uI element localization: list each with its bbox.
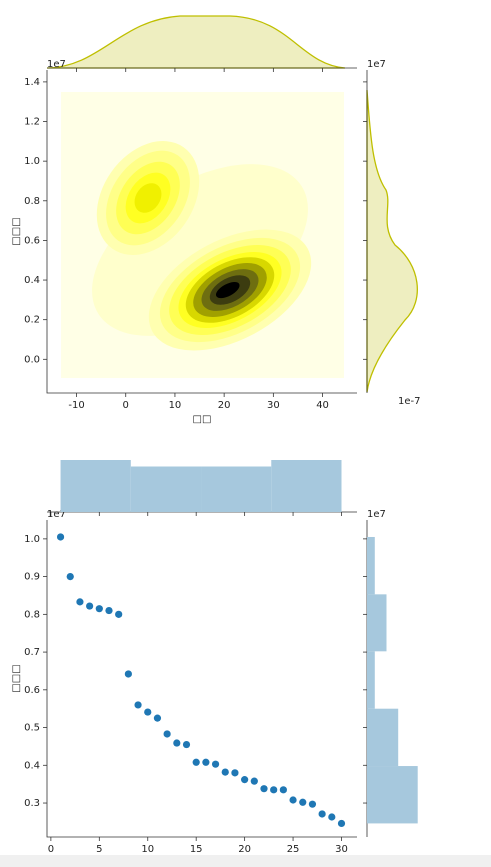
kde-density — [46, 15, 418, 393]
right-offset-label: 1e7 — [367, 509, 386, 520]
x-tick-label: 20 — [238, 844, 251, 855]
x-hist-bar — [60, 460, 131, 512]
x-tick-label: 10 — [141, 844, 154, 855]
point — [163, 730, 171, 738]
x-tick-label: 0 — [48, 844, 54, 855]
x-hist-bar — [201, 466, 272, 512]
y-tick-label: 1.4 — [24, 77, 40, 88]
point — [86, 602, 94, 610]
point — [337, 819, 346, 828]
point — [134, 701, 142, 709]
y-offset-label: 1e7 — [47, 509, 66, 520]
y-tick-label: 0.2 — [24, 315, 40, 326]
point — [328, 813, 336, 821]
point — [76, 598, 84, 606]
point — [66, 573, 74, 581]
y-axis-label: □□□ — [11, 217, 22, 245]
x-tick-label: 20 — [218, 400, 231, 411]
point — [231, 769, 239, 777]
point — [192, 758, 200, 766]
point — [153, 714, 162, 722]
y-hist-bar — [367, 651, 375, 709]
y-hist-bar — [367, 594, 387, 652]
x-axis-label: □□ — [193, 414, 212, 425]
x-tick-label: 0 — [123, 400, 129, 411]
y-tick-label: 0.5 — [24, 723, 40, 734]
x-tick-label: 30 — [267, 400, 280, 411]
right-kde — [366, 89, 418, 393]
y-hist-bar — [367, 536, 375, 595]
point — [56, 533, 65, 541]
point — [202, 758, 210, 766]
x-tick-label: 5 — [96, 844, 102, 855]
y-hist-bar — [367, 708, 399, 767]
x-tick-label: 25 — [287, 844, 300, 855]
point — [115, 610, 123, 618]
y-tick-label: 0.9 — [24, 572, 40, 583]
point — [279, 786, 287, 794]
x-hist-bar — [271, 460, 342, 512]
y-hist-bar — [367, 766, 418, 824]
point — [289, 796, 297, 804]
right-scale-label: 1e-7 — [398, 396, 421, 407]
x-hist-bar — [130, 466, 202, 512]
point — [211, 760, 220, 768]
y-tick-label: 0.8 — [24, 196, 40, 207]
point — [95, 605, 103, 613]
point — [308, 800, 317, 808]
x-tick-label: 15 — [190, 844, 203, 855]
x-tick-label: 10 — [169, 400, 182, 411]
top-kde — [46, 15, 346, 69]
bottom-bar — [0, 855, 491, 867]
y-tick-label: 0.7 — [24, 647, 40, 658]
point — [173, 739, 181, 747]
right-offset-label: 1e7 — [367, 59, 386, 70]
y-tick-label: 0.0 — [24, 354, 40, 365]
point — [241, 776, 249, 784]
y-tick-label: 0.4 — [24, 760, 40, 771]
point — [318, 810, 326, 818]
point — [144, 708, 152, 716]
y-tick-label: 1.0 — [24, 156, 40, 167]
point — [105, 606, 113, 615]
point — [250, 777, 258, 785]
point — [182, 740, 191, 749]
y-tick-label: 1.2 — [24, 117, 40, 128]
y-tick-label: 0.4 — [24, 275, 40, 286]
point — [124, 670, 132, 678]
x-tick-label: 30 — [335, 844, 348, 855]
y-tick-label: 1.0 — [24, 534, 40, 545]
y-tick-label: 0.6 — [24, 685, 40, 696]
y-offset-label: 1e7 — [47, 59, 66, 70]
x-tick-label: 40 — [316, 400, 329, 411]
point — [260, 785, 268, 793]
point — [299, 798, 307, 806]
axes-frame — [46, 70, 357, 394]
point — [221, 768, 229, 776]
point — [270, 786, 278, 794]
y-tick-label: 0.6 — [24, 235, 40, 246]
axes-frame — [46, 520, 357, 838]
y-tick-label: 0.3 — [24, 798, 40, 809]
y-tick-label: 0.8 — [24, 609, 40, 620]
y-axis-label: □□□ — [11, 664, 22, 692]
x-tick-label: -10 — [68, 400, 84, 411]
